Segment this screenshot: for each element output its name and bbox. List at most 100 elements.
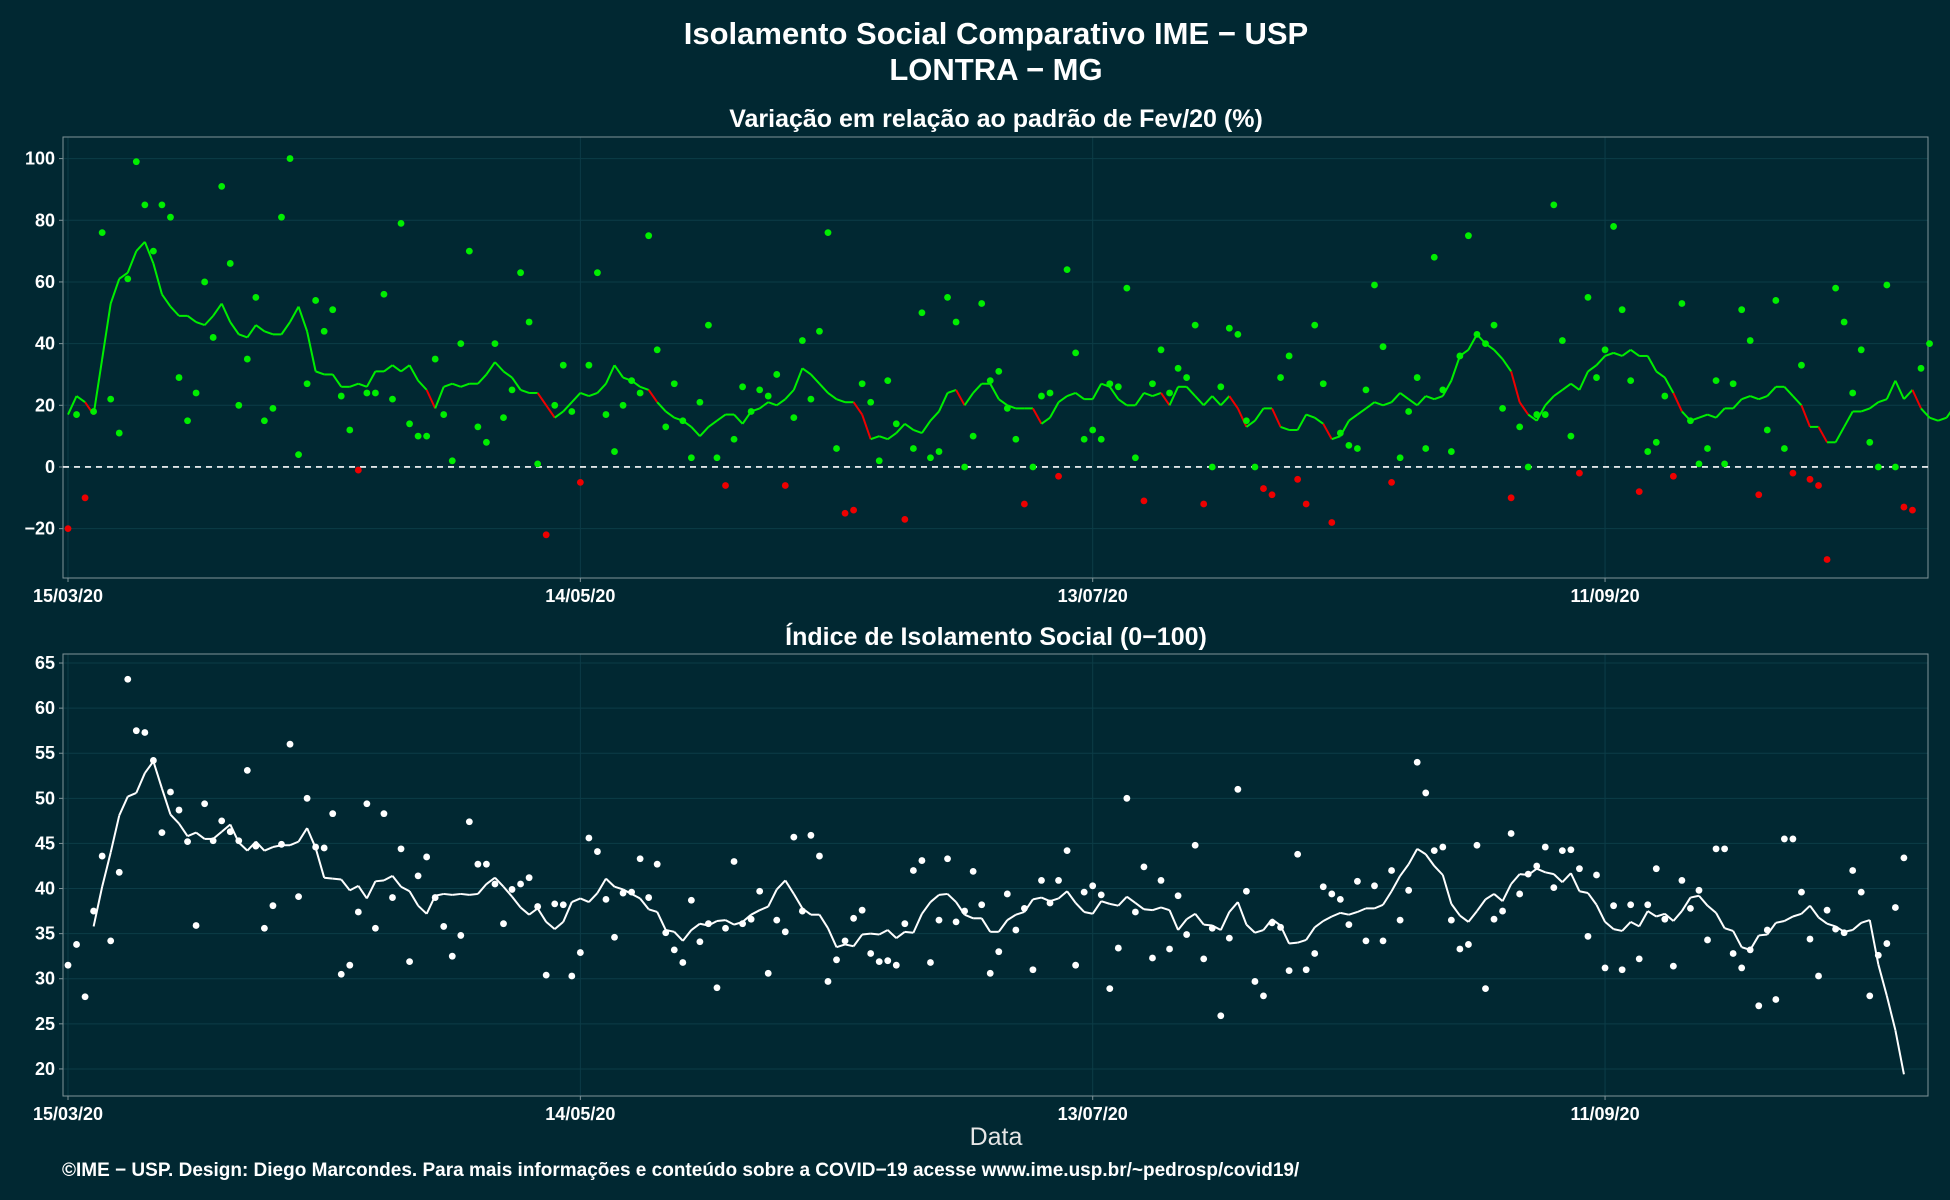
variation-point xyxy=(1277,374,1284,381)
moving-average-segment xyxy=(383,364,394,373)
variation-point xyxy=(1661,392,1669,400)
variation-point xyxy=(132,158,140,166)
index-point xyxy=(645,894,653,901)
index-point xyxy=(1473,841,1481,849)
index-point xyxy=(465,818,473,826)
moving-average-segment xyxy=(1356,407,1367,416)
moving-average-segment xyxy=(357,382,368,388)
index-point xyxy=(542,971,550,979)
moving-average-segment xyxy=(1630,921,1640,928)
variation-point xyxy=(653,346,661,354)
moving-average-segment xyxy=(818,914,829,929)
variation-point xyxy=(1541,411,1549,418)
moving-average-segment xyxy=(895,423,906,434)
moving-average-segment xyxy=(152,761,163,789)
index-point xyxy=(1772,996,1780,1003)
moving-average-segment xyxy=(767,401,778,407)
moving-average-segment xyxy=(972,383,983,394)
index-point xyxy=(1798,888,1805,896)
moving-average-segment xyxy=(460,382,470,388)
index-point xyxy=(175,806,183,814)
moving-average-segment xyxy=(1613,351,1623,357)
index-point xyxy=(927,959,934,966)
index-point xyxy=(739,920,746,928)
variation-point xyxy=(235,401,243,409)
variation-point xyxy=(1379,343,1387,351)
index-point xyxy=(1123,794,1131,802)
index-point xyxy=(261,924,268,932)
moving-average-segment xyxy=(264,330,274,336)
index-point xyxy=(354,908,362,916)
moving-average-segment xyxy=(1672,392,1683,412)
index-point xyxy=(201,800,209,808)
moving-average-segment xyxy=(161,293,172,308)
moving-average-segment xyxy=(1057,395,1068,404)
index-point xyxy=(81,993,89,1001)
moving-average-segment xyxy=(1408,398,1418,407)
index-point xyxy=(1516,890,1524,898)
variation-point xyxy=(927,454,934,462)
variation-point xyxy=(1891,463,1899,471)
moving-average-segment xyxy=(375,879,385,883)
index-point xyxy=(1328,890,1336,898)
variation-point xyxy=(1874,463,1882,471)
moving-average-segment xyxy=(1817,916,1828,925)
moving-average-segment xyxy=(494,361,505,373)
variation-point xyxy=(1729,380,1737,388)
variation-point xyxy=(764,392,772,400)
variation-point xyxy=(1234,330,1242,338)
index-point xyxy=(1396,916,1404,924)
moving-average-segment xyxy=(1374,903,1384,910)
variation-point xyxy=(781,482,789,489)
moving-average-segment xyxy=(332,877,342,881)
moving-average-segment xyxy=(297,306,309,332)
index-point xyxy=(662,929,670,937)
moving-average-segment xyxy=(1681,897,1692,912)
index-point xyxy=(1789,835,1797,843)
moving-average-segment xyxy=(195,321,205,327)
variation-point xyxy=(337,392,345,400)
index-point xyxy=(1285,967,1293,975)
moving-average-segment xyxy=(365,880,377,899)
variation-point xyxy=(1883,281,1891,289)
index-point xyxy=(1354,877,1361,885)
footer-credit: ©IME − USP. Design: Diego Marcondes. Par… xyxy=(62,1160,1300,1181)
moving-average-segment xyxy=(160,788,172,815)
index-point xyxy=(132,727,140,735)
variation-point xyxy=(1089,426,1097,434)
variation-point xyxy=(141,201,149,209)
y-tick-label: 60 xyxy=(35,272,55,292)
index-point xyxy=(756,887,764,895)
variation-point xyxy=(1038,392,1045,400)
index-point xyxy=(594,848,601,855)
moving-average-segment xyxy=(1134,392,1145,406)
index-point xyxy=(764,969,772,977)
moving-average-segment xyxy=(1365,401,1376,410)
y-tick-label: 60 xyxy=(35,698,55,718)
moving-average-segment xyxy=(229,321,240,335)
index-point xyxy=(790,833,798,841)
variation-point xyxy=(1465,232,1472,240)
moving-average-segment xyxy=(1032,896,1042,901)
index-point xyxy=(192,922,200,929)
moving-average-segment xyxy=(818,383,829,394)
index-point xyxy=(816,852,823,860)
variation-point xyxy=(1405,408,1413,415)
moving-average-segment xyxy=(1322,915,1333,922)
moving-average-segment xyxy=(673,931,684,942)
variation-point xyxy=(1430,253,1438,261)
index-point xyxy=(995,948,1003,956)
index-point xyxy=(798,907,806,915)
y-tick-label: 35 xyxy=(35,924,55,944)
moving-average-segment xyxy=(733,413,744,425)
moving-average-segment xyxy=(648,908,658,913)
moving-average-segment xyxy=(101,852,112,887)
index-point xyxy=(969,867,977,875)
variation-point xyxy=(1396,454,1404,462)
index-point xyxy=(1388,867,1395,874)
variation-point xyxy=(1524,463,1532,471)
variation-point xyxy=(1721,460,1728,468)
moving-average-segment xyxy=(1561,382,1572,391)
moving-average-segment xyxy=(1493,893,1504,902)
moving-average-segment xyxy=(1621,348,1632,357)
